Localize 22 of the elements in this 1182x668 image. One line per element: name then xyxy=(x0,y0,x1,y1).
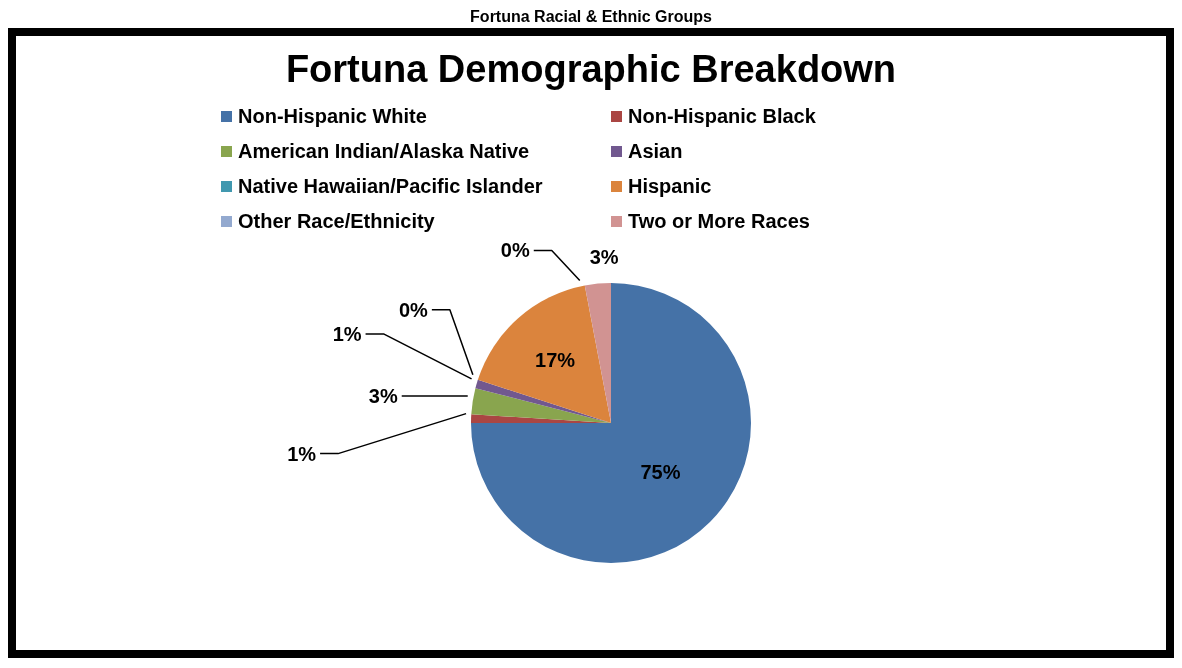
legend-label: Hispanic xyxy=(628,175,712,198)
data-label: 17% xyxy=(535,349,576,372)
legend-label: American Indian/Alaska Native xyxy=(238,140,530,163)
data-label: 1% xyxy=(287,442,317,465)
legend-label: Two or More Races xyxy=(628,210,810,233)
legend-label: Non-Hispanic Black xyxy=(628,105,816,128)
data-label: 3% xyxy=(589,245,619,268)
legend-label: Non-Hispanic White xyxy=(238,105,427,128)
data-label: 3% xyxy=(368,385,398,408)
chart-title: Fortuna Demographic Breakdown xyxy=(284,48,898,91)
text: Fortuna Racial & Ethnic Groups xyxy=(469,8,713,27)
legend-label: Asian xyxy=(628,140,683,163)
legend-label: Native Hawaiian/Pacific Islander xyxy=(238,175,543,198)
text: 0% xyxy=(398,298,428,321)
pie-slice xyxy=(471,283,751,563)
data-label: 1% xyxy=(332,322,362,345)
text: 0% xyxy=(500,239,530,262)
pie-slice xyxy=(584,283,611,423)
pie-slice xyxy=(477,285,611,423)
pie-slice xyxy=(471,388,611,423)
data-label: 75% xyxy=(640,461,681,484)
legend-label: Other Race/Ethnicity xyxy=(238,210,435,233)
